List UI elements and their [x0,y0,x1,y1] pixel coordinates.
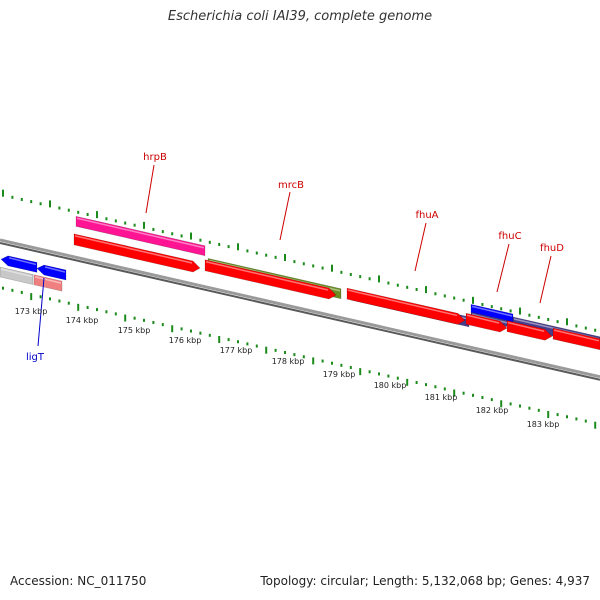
gene-arrow-blue [36,264,67,281]
kbp-label: 175 kbp [118,326,151,335]
genome-backbone [0,238,600,381]
cds-arrow [465,312,508,333]
cds-arrow-highlight [205,261,329,291]
gene-leader-line [539,255,552,304]
cds-arrow-highlight [466,314,500,324]
gene-ligT-bar [33,274,63,292]
cds-arrow [506,320,553,341]
gene-arrow-blue-highlight [8,257,37,266]
gene-leader-line [37,277,45,347]
gene-arrow-blue [0,255,38,273]
cds-arrow-highlight [507,321,545,332]
genome-summary: Topology: circular; Length: 5,132,068 bp… [260,574,590,588]
gene-leader-line [279,191,291,241]
gene-label-fhuC: fhuC [498,231,521,242]
accession-label: Accession: NC_011750 [10,574,147,588]
kbp-scale-labels: 173 kbp 174 kbp 175 kbp 176 kbp 177 kbp 178 k… [15,307,560,429]
kbp-label: 178 kbp [272,357,305,366]
kbp-label: 177 kbp [220,346,253,355]
gene-leader-line [145,164,155,214]
kbp-label: 182 kbp [476,406,509,415]
gene-leader-line [414,222,427,272]
kbp-label: 176 kbp [169,336,202,345]
gene-features [0,215,600,351]
kbp-label: 181 kbp [425,393,458,402]
kbp-label: 173 kbp [15,307,48,316]
gene-hrpB-bar-highlight [76,217,205,249]
gene-arrow-blue-highlight [44,266,66,273]
gene-fhuC-bar-highlight [471,305,513,317]
gene-ligT-bar-highlight [34,276,62,284]
map-title: Escherichia coli IAI39, complete genome [167,9,433,24]
gene-hrpB-bar [75,215,206,257]
cds-arrow [346,287,466,325]
kbp-label: 174 kbp [66,316,99,325]
kbp-label: 179 kbp [323,370,356,379]
cds-arrow [73,233,201,273]
cds-arrow [552,327,600,351]
gene-label-hrpB: hrpB [143,152,167,163]
gene-label-mrcB: mrcB [278,180,304,191]
backbone-line-top [0,238,600,379]
scale-ticks [2,189,597,429]
gene-label-ligT: ligT [26,352,45,363]
gene-label-fhuD: fhuD [540,243,564,254]
gene-fhuC-lower-bar-highlight [471,313,513,325]
backbone-line-bottom [0,242,600,381]
gene-labels: hrpB mrcB fhuA fhuC fhuD ligT [26,152,564,363]
gene-grey-bar-highlight [0,268,33,278]
cds-arrow [204,259,337,300]
gene-grey-bar [0,266,34,285]
kbp-label: 183 kbp [527,420,560,429]
gene-leader-line [496,243,510,293]
gene-label-fhuA: fhuA [415,210,438,221]
cds-arrow-highlight [553,329,600,342]
kbp-label: 180 kbp [374,381,407,390]
cds-arrow-highlight [347,289,458,317]
cds-arrow-highlight [74,235,193,264]
